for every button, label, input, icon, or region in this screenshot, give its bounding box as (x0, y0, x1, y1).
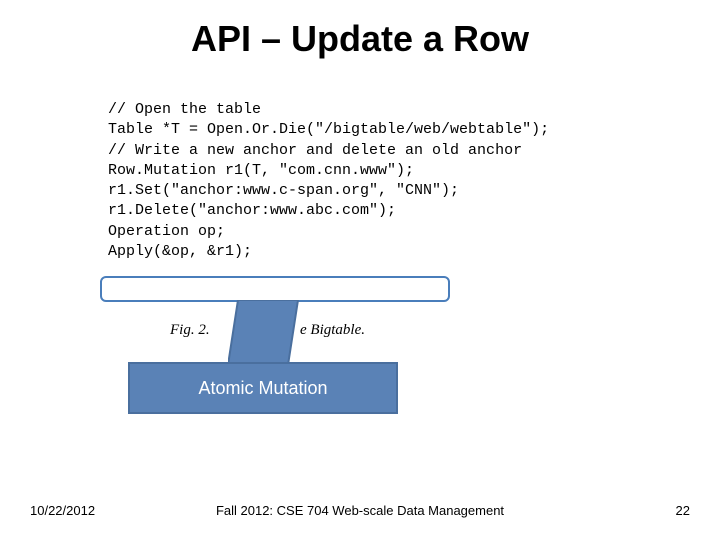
footer-center: Fall 2012: CSE 704 Web-scale Data Manage… (0, 503, 720, 518)
slide-title: API – Update a Row (0, 18, 720, 60)
code-line: r1.Set("anchor:www.c-span.org", "CNN"); (108, 181, 588, 201)
code-block: // Open the table Table *T = Open.Or.Die… (108, 100, 588, 262)
code-line: Operation op; (108, 222, 588, 242)
code-line: // Open the table (108, 100, 588, 120)
callout-box: Atomic Mutation (128, 362, 398, 414)
callout-label: Atomic Mutation (198, 378, 327, 399)
code-line: Apply(&op, &r1); (108, 242, 588, 262)
footer-page-number: 22 (676, 503, 690, 518)
slide: API – Update a Row // Open the table Tab… (0, 0, 720, 540)
figure-caption-fragment: Fig. 2. (170, 322, 210, 339)
code-line: Row.Mutation r1(T, "com.cnn.www"); (108, 161, 588, 181)
code-line: Table *T = Open.Or.Die("/bigtable/web/we… (108, 120, 588, 140)
code-line: // Write a new anchor and delete an old … (108, 141, 588, 161)
code-line: r1.Delete("anchor:www.abc.com"); (108, 201, 588, 221)
highlight-box (100, 276, 450, 302)
